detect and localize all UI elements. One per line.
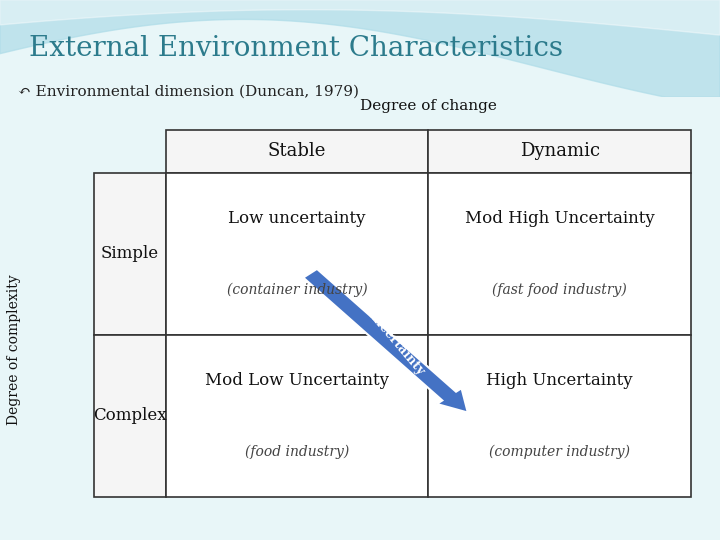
- Text: Degree of complexity: Degree of complexity: [7, 275, 22, 425]
- Text: Dynamic: Dynamic: [520, 142, 600, 160]
- Text: Degree of change: Degree of change: [360, 99, 497, 113]
- Text: Stable: Stable: [268, 142, 326, 160]
- Text: External Environment Characteristics: External Environment Characteristics: [29, 35, 563, 62]
- Text: (computer industry): (computer industry): [490, 444, 630, 458]
- Text: Low uncertainty: Low uncertainty: [228, 210, 366, 227]
- Text: uncertainty: uncertainty: [365, 308, 428, 378]
- Text: ↶ Environmental dimension (Duncan, 1979): ↶ Environmental dimension (Duncan, 1979): [18, 85, 359, 99]
- Text: Complex: Complex: [93, 407, 166, 424]
- Text: Mod Low Uncertainty: Mod Low Uncertainty: [205, 372, 389, 389]
- Text: Simple: Simple: [101, 245, 158, 262]
- Text: Mod High Uncertainty: Mod High Uncertainty: [465, 210, 654, 227]
- Text: (fast food industry): (fast food industry): [492, 282, 627, 296]
- Text: (container industry): (container industry): [227, 282, 367, 296]
- Text: High Uncertainty: High Uncertainty: [487, 372, 633, 389]
- Text: (food industry): (food industry): [245, 444, 349, 458]
